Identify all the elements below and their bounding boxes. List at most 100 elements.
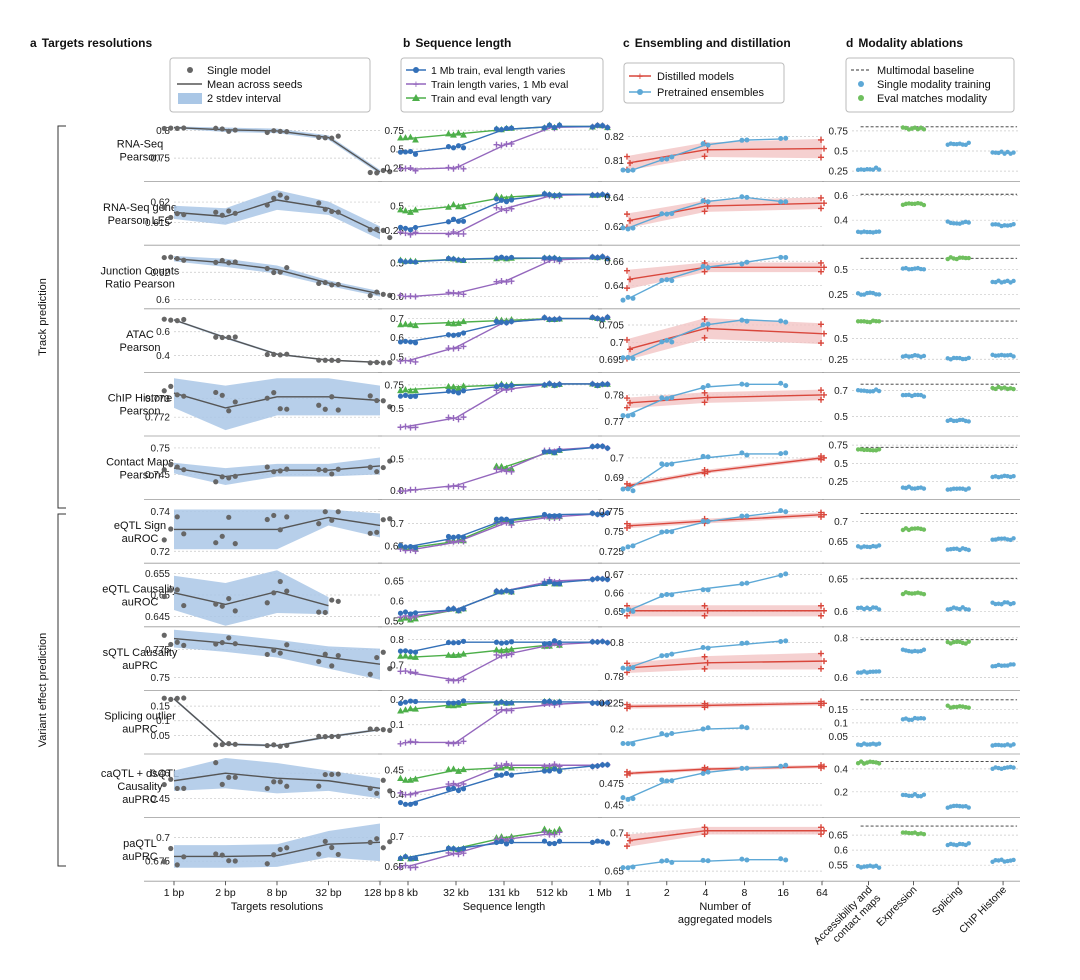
- ensemble-point: [664, 211, 670, 217]
- y-tick-label: 0.6: [834, 673, 848, 684]
- x-tick-label: 8 bp: [267, 887, 288, 899]
- single-model-point: [161, 593, 167, 600]
- series-point-green: [397, 652, 404, 659]
- y-tick-label: 0.65: [385, 862, 405, 873]
- ensemble-point: [739, 581, 745, 587]
- single-model-point: [316, 200, 322, 206]
- distilled-point: [701, 334, 708, 341]
- single-model-point: [213, 540, 219, 546]
- row-2: Junction Counts Ratio Pearson0.620.60.50.…: [101, 253, 1020, 310]
- single-model-point: [232, 127, 238, 133]
- series-point-purple: [455, 677, 462, 684]
- series-point-purple: [412, 358, 419, 365]
- single-model-point: [168, 254, 174, 260]
- distilled-point: [624, 267, 630, 274]
- row-label-line: paQTL: [123, 838, 157, 850]
- series-point-green: [407, 321, 414, 328]
- ensemble-point: [700, 518, 706, 524]
- ensemble-point: [625, 865, 631, 871]
- plot-c-row-11: 0.7 0.65: [598, 824, 827, 882]
- y-tick-label: 0.55: [829, 861, 849, 872]
- panel-c-letter: c: [623, 36, 630, 50]
- ensemble-point: [744, 580, 750, 586]
- eval-match-point: [876, 447, 882, 452]
- series-point-purple: [460, 414, 467, 421]
- series-point-green: [407, 208, 414, 215]
- interval-band: [174, 823, 380, 868]
- series-point-green: [412, 206, 419, 213]
- distilled-band: [628, 826, 822, 847]
- series-point-purple: [460, 780, 467, 787]
- series-point-blue: [604, 381, 611, 387]
- series-point-blue: [407, 801, 414, 807]
- distilled-point: [818, 396, 824, 403]
- series-point-blue: [556, 699, 563, 705]
- y-tick-label: 0.25: [385, 163, 405, 174]
- ensemble-point: [739, 317, 745, 323]
- y-tick-label: 0.62: [151, 198, 171, 209]
- x-axis-label-line: Number of: [699, 901, 751, 913]
- series-point-purple: [551, 761, 558, 768]
- y-tick-label: 0.725: [599, 547, 624, 558]
- single-model-point: [322, 206, 328, 212]
- series-point-blue: [594, 575, 601, 582]
- single-model-point: [226, 208, 232, 214]
- series-point-blue: [498, 699, 505, 705]
- series-point-blue: [445, 332, 452, 338]
- ensemble-point: [783, 199, 789, 205]
- interval-band: [174, 190, 380, 240]
- series-line-tri: [407, 766, 552, 781]
- series-point-purple: [402, 668, 409, 675]
- single-model-point: [387, 666, 393, 672]
- series-point-green: [397, 774, 404, 781]
- single-model-point: [284, 783, 290, 789]
- series-point-purple: [498, 466, 505, 473]
- x-tick-label: 64: [816, 887, 828, 899]
- series-point-blue: [412, 340, 419, 346]
- series-point-green: [397, 206, 404, 213]
- series-point-blue: [493, 383, 500, 390]
- series-point-blue: [604, 510, 611, 516]
- single-modality-point: [966, 841, 971, 846]
- series-point-blue: [556, 447, 563, 453]
- distilled-point: [627, 837, 633, 844]
- single-modality-point: [1011, 857, 1016, 863]
- ensemble-point: [700, 587, 706, 593]
- single-model-point: [161, 695, 167, 701]
- series-point-purple: [556, 763, 563, 770]
- mean-line: [173, 772, 381, 790]
- single-modality-point: [1011, 765, 1016, 770]
- single-model-point: [316, 357, 322, 363]
- single-model-point: [226, 334, 232, 340]
- ensemble-line: [627, 727, 745, 744]
- row-label-line: Junction Counts: [101, 266, 180, 278]
- series-point-blue: [541, 255, 548, 261]
- plot-b-row-6: 0.7 0.65: [378, 509, 611, 564]
- series-point-blue: [445, 219, 452, 225]
- series-point-blue: [604, 124, 611, 131]
- ensemble-point: [778, 763, 784, 769]
- series-point-blue: [556, 640, 563, 646]
- plot-d-row-5: 0.75 0.5 0.25: [822, 441, 1020, 501]
- y-tick-label: 0.64: [605, 281, 625, 292]
- series-point-blue: [397, 393, 404, 399]
- legend-c: + Distilled models Pretrained ensembles: [623, 62, 785, 104]
- series-point-purple: [455, 416, 462, 423]
- plot-d-row-4: 0.7 0.5: [822, 383, 1020, 437]
- ensemble-point: [620, 486, 626, 492]
- series-point-green: [460, 202, 467, 210]
- series-point-blue: [498, 772, 505, 778]
- series-point-blue: [508, 639, 515, 645]
- ensemble-point: [705, 321, 711, 327]
- mean-line: [173, 637, 381, 665]
- single-model-point: [380, 845, 386, 851]
- row-label-line: Splicing outlier: [104, 711, 176, 723]
- series-point-purple: [546, 763, 553, 770]
- plot-b-row-2: 0.5 0.0: [378, 253, 611, 310]
- single-model-point: [174, 125, 180, 132]
- plot-grid: RNA-Seq Pearson0.80.750.750.50.250.820.81…: [101, 121, 1020, 882]
- y-tick-label: 0.772: [145, 413, 170, 424]
- ensemble-point: [739, 381, 745, 387]
- ensemble-point: [783, 383, 789, 389]
